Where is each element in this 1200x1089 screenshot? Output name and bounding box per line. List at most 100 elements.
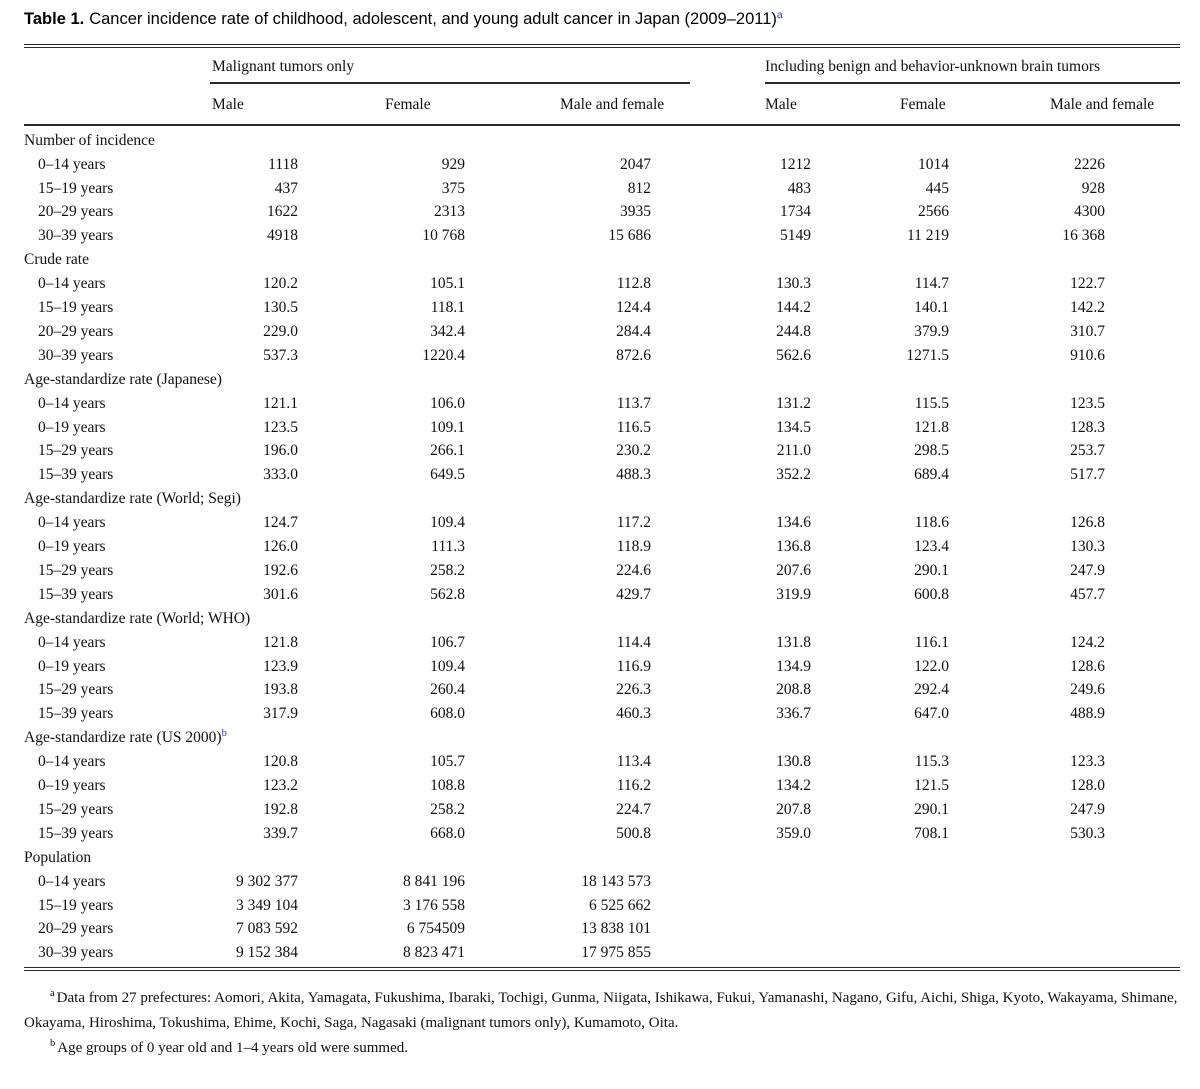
table-row: 15–19 years 437 375 812 483 445 928 — [24, 177, 1180, 201]
cell-value: 142.2 — [1070, 299, 1105, 317]
table-row: 15–29 years 196.0 266.1 230.2 211.0 298.5 253.… — [24, 439, 1180, 463]
cell-value: 258.2 — [430, 561, 465, 579]
table-row: 15–19 years 3 349 104 3 176 558 6 525 662 — [24, 894, 1180, 918]
cell-value: 208.8 — [776, 681, 811, 699]
cell-value: 105.7 — [430, 753, 465, 771]
cell-value: 6 754509 — [406, 920, 465, 938]
section-footnote-marker: b — [221, 728, 227, 740]
cell-value: 562.6 — [776, 346, 811, 364]
row-label: 0–14 years — [38, 275, 106, 293]
cell-value: 689.4 — [914, 466, 949, 484]
table-row: 15–39 years 301.6 562.8 429.7 319.9 600.8 457.… — [24, 583, 1180, 607]
cell-value: 290.1 — [914, 800, 949, 818]
cell-value: 1622 — [267, 203, 298, 221]
cell-value: 649.5 — [430, 466, 465, 484]
cell-value: 130.8 — [776, 753, 811, 771]
row-label: 0–14 years — [38, 155, 106, 173]
cell-value: 230.2 — [616, 442, 651, 460]
section-label: Age-standardize rate (Japanese) — [24, 370, 222, 388]
section-label: Number of incidence — [24, 132, 155, 149]
cell-value: 530.3 — [1070, 824, 1105, 842]
cell-value: 3 176 558 — [403, 896, 465, 914]
cell-value: 3 349 104 — [236, 896, 298, 914]
table-row: 20–29 years 229.0 342.4 284.4 244.8 379.9 310.… — [24, 320, 1180, 344]
group-header-spacer — [24, 48, 212, 78]
cell-value: 9 152 384 — [236, 944, 298, 962]
group-header-malignant-label: Malignant tumors only — [212, 58, 355, 75]
section-label: Age-standardize rate (US 2000)b — [24, 728, 227, 747]
table-row: 0–14 years 120.8 105.7 113.4 130.8 115.3 123.3 — [24, 750, 1180, 774]
cell-value: 1212 — [780, 155, 811, 173]
section-header-row: Age-standardize rate (Japanese) — [24, 367, 1180, 391]
cell-value: 488.3 — [616, 466, 651, 484]
cell-value: 128.3 — [1070, 418, 1105, 436]
footnote-b-marker: b — [50, 1037, 56, 1049]
cell-value: 114.4 — [616, 633, 651, 651]
cell-value: 123.2 — [263, 777, 298, 795]
cell-value — [949, 941, 1180, 965]
cell-value: 116.5 — [616, 418, 651, 436]
cell-value: 258.2 — [430, 800, 465, 818]
table-caption: Cancer incidence rate of childhood, adol… — [89, 10, 777, 28]
cell-value: 342.4 — [430, 322, 465, 340]
cell-value: 379.9 — [914, 322, 949, 340]
cell-value: 247.9 — [1070, 561, 1105, 579]
cell-value: 2313 — [434, 203, 465, 221]
cell-value: 226.3 — [616, 681, 651, 699]
row-label: 20–29 years — [38, 322, 114, 340]
cell-value: 122.0 — [914, 657, 949, 675]
cell-value: 5149 — [780, 227, 811, 245]
section-header-row: Age-standardize rate (World; WHO) — [24, 606, 1180, 630]
cell-value: 121.1 — [263, 394, 298, 412]
table-bottom-rule — [24, 966, 1180, 971]
page-title: Table 1. Cancer incidence rate of childho… — [24, 8, 1180, 30]
section-label: Age-standardize rate (World; Segi) — [24, 490, 241, 508]
cell-value: 124.7 — [263, 514, 298, 532]
cell-value: 1271.5 — [906, 346, 949, 364]
group-rule-row — [24, 78, 1180, 86]
cell-value: 8 823 471 — [403, 944, 465, 962]
cell-value: 140.1 — [914, 299, 949, 317]
table-row: 0–19 years 123.9 109.4 116.9 134.9 122.0 128.6 — [24, 655, 1180, 679]
footnote-b: b Age groups of 0 year old and 1–4 years … — [24, 1036, 1180, 1061]
cell-value: 16 368 — [1062, 227, 1105, 245]
cell-value: 109.4 — [430, 657, 465, 675]
cell-value: 116.1 — [914, 633, 949, 651]
cell-value: 1118 — [268, 155, 298, 173]
cell-value — [651, 941, 811, 965]
cell-value: 437 — [274, 179, 298, 197]
title-footnote-marker: a — [776, 9, 783, 21]
cell-value: 7 083 592 — [236, 920, 298, 938]
table-row: 0–14 years 121.1 106.0 113.7 131.2 115.5 123.5 — [24, 392, 1180, 416]
cell-value: 116.2 — [616, 777, 651, 795]
row-label: 15–19 years — [38, 896, 114, 914]
cell-value: 105.1 — [430, 275, 465, 293]
cell-value: 1220.4 — [422, 346, 465, 364]
cell-value: 121.8 — [914, 418, 949, 436]
cell-value: 112.8 — [616, 275, 651, 293]
column-header-both-2: Male and female — [949, 86, 1180, 126]
section-header-row: Crude rate — [24, 248, 1180, 272]
cell-value: 929 — [441, 155, 465, 173]
row-label: 0–14 years — [38, 633, 106, 651]
row-label: 0–14 years — [38, 514, 106, 532]
cell-value: 124.4 — [616, 299, 651, 317]
cell-value: 106.7 — [430, 633, 465, 651]
cell-value: 224.6 — [616, 561, 651, 579]
row-label: 30–39 years — [38, 944, 114, 962]
group-header-benign: Including benign and behavior-unknown br… — [651, 48, 1180, 78]
cell-value — [811, 941, 949, 965]
group-rule-benign-cell — [651, 78, 1180, 86]
row-label: 20–29 years — [38, 203, 114, 221]
cell-value: 244.8 — [776, 322, 811, 340]
cell-value: 6 525 662 — [589, 896, 651, 914]
cell-value: 708.1 — [914, 824, 949, 842]
table-row: 15–39 years 339.7 668.0 500.8 359.0 708.1 530.… — [24, 822, 1180, 846]
cell-value: 301.6 — [263, 585, 298, 603]
cell-value: 118.9 — [616, 538, 651, 556]
cell-value: 118.6 — [914, 514, 949, 532]
cell-value — [949, 894, 1180, 918]
cell-value — [949, 870, 1180, 894]
cell-value: 317.9 — [263, 705, 298, 723]
table-row: 15–19 years 130.5 118.1 124.4 144.2 140.1 142.… — [24, 296, 1180, 320]
